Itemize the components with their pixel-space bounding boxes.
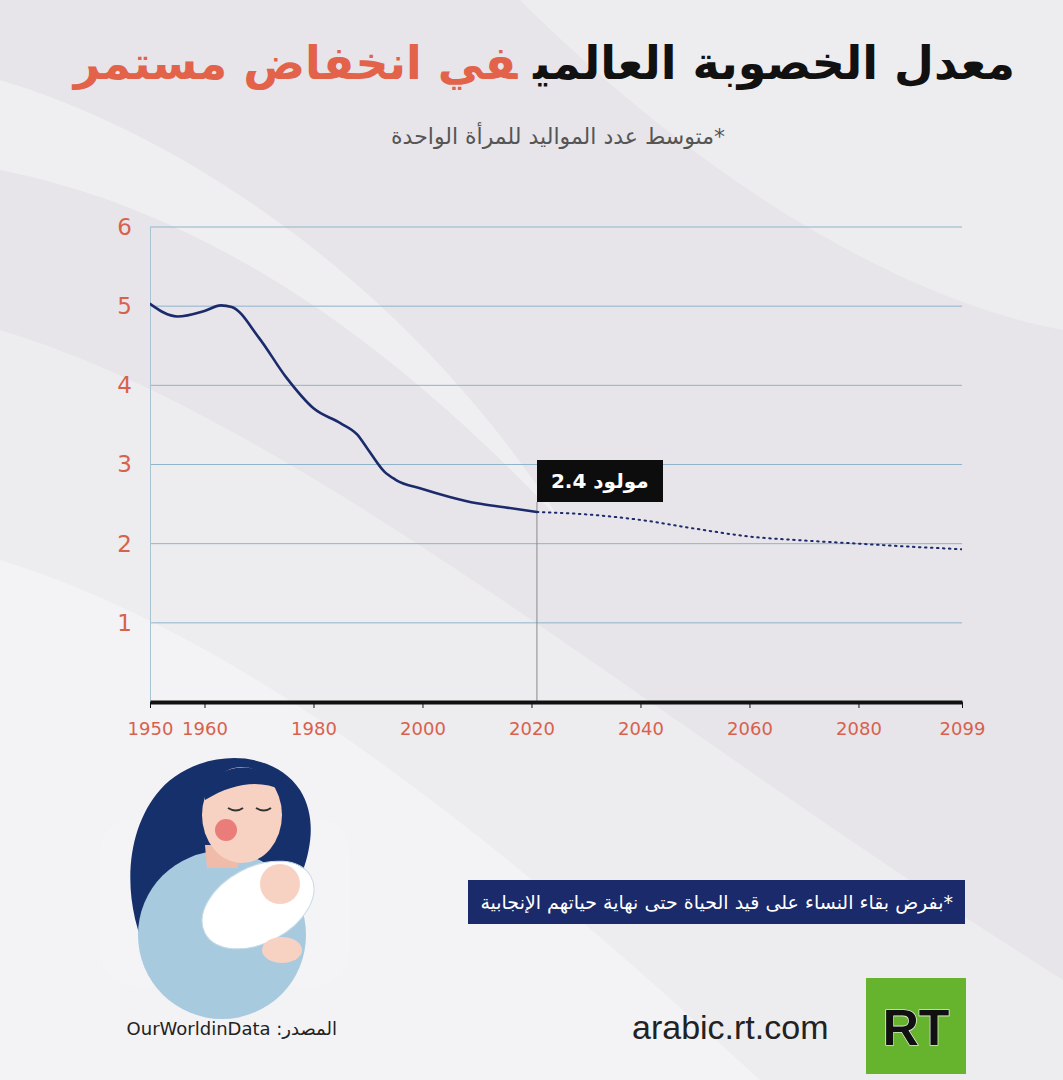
annotation-line — [536, 502, 537, 702]
x-tick: 1950 — [128, 702, 174, 739]
grid-line — [150, 227, 962, 228]
subtitle: *متوسط عدد المواليد للمرأة الواحدة — [391, 124, 725, 149]
grid-line — [150, 543, 962, 544]
annotation-label: 2.4 مولود — [537, 460, 663, 502]
grid — [150, 227, 962, 623]
y-tick: 2 — [117, 531, 150, 557]
grid-line — [150, 622, 962, 623]
y-tick-label: 4 — [117, 372, 132, 398]
y-tick: 5 — [117, 293, 150, 319]
website: arabic.rt.com — [632, 1008, 829, 1047]
x-tick-mark — [422, 702, 423, 708]
x-tick-label: 1960 — [182, 718, 228, 739]
x-tick-label: 2099 — [940, 718, 986, 739]
plot-area — [150, 304, 962, 549]
x-tick-label: 1950 — [128, 718, 174, 739]
logo-box — [866, 978, 966, 1074]
title-part: معدل الخصوبة العالمي — [533, 36, 1015, 90]
illustration-eyes — [228, 808, 271, 811]
illustration — [100, 758, 350, 1019]
grid-line — [150, 306, 962, 307]
x-tick-label: 2040 — [618, 718, 664, 739]
background-swoosh — [0, 330, 1063, 1080]
y-axis-line — [150, 228, 151, 703]
x-tick: 1960 — [182, 702, 228, 739]
x-tick-label: 2020 — [509, 718, 555, 739]
y-tick-label: 3 — [117, 451, 132, 477]
background-swoosh — [520, 0, 1063, 330]
x-tick: 1980 — [291, 702, 337, 739]
background-swoosh — [0, 560, 760, 1080]
note: *بفرض بقاء النساء على قيد الحياة حتى نها… — [468, 880, 965, 924]
background — [0, 0, 1063, 1080]
x-tick-label: 2060 — [727, 718, 773, 739]
y-tick: 1 — [117, 610, 150, 636]
x-tick-mark — [749, 702, 750, 708]
x-tick-mark — [640, 702, 641, 708]
x-tick: 2000 — [400, 702, 446, 739]
series-line — [537, 512, 962, 549]
x-tick: 2060 — [727, 702, 773, 739]
x-tick-mark — [858, 702, 859, 708]
illustration-face — [202, 767, 282, 863]
y-tick: 3 — [117, 451, 150, 477]
illustration-hand — [262, 937, 302, 963]
page: 1 2 3 4 5 6 1950 1960 1980 2000 2020 2040 2060 2080 20… — [0, 0, 1063, 1080]
logo: RT — [866, 978, 966, 1074]
x-tick: 2040 — [618, 702, 664, 739]
illustration-fringe — [205, 768, 282, 801]
y-tick: 6 — [117, 214, 150, 240]
x-tick: 2099 — [940, 702, 986, 739]
y-tick-label: 2 — [117, 531, 132, 557]
x-tick: 2080 — [836, 702, 882, 739]
source: المصدر: OurWorldinData — [127, 1018, 337, 1039]
title-part: في انخفاض مستمر — [74, 36, 518, 90]
illustration-cheek — [215, 819, 237, 841]
x-tick-mark — [150, 702, 151, 708]
title: معدل الخصوبة العالمي في انخفاض مستمر — [74, 36, 1015, 90]
background-fill — [0, 0, 1063, 1080]
x-tick-label: 1980 — [291, 718, 337, 739]
y-axis: 1 2 3 4 5 6 — [117, 214, 150, 703]
x-tick-mark — [204, 702, 205, 708]
x-axis: 1950 1960 1980 2000 2020 2040 2060 2080 2099 — [128, 702, 986, 739]
series-line — [150, 304, 537, 512]
x-axis-line — [151, 701, 963, 705]
x-tick-label: 2080 — [836, 718, 882, 739]
logo-text: RT — [883, 1000, 950, 1056]
y-tick: 4 — [117, 372, 150, 398]
x-tick-mark — [962, 702, 963, 708]
y-tick-label: 5 — [117, 293, 132, 319]
x-tick-label: 2000 — [400, 718, 446, 739]
grid-line — [150, 385, 962, 386]
x-tick-mark — [313, 702, 314, 708]
x-tick-mark — [531, 702, 532, 708]
illustration-blanket — [187, 843, 329, 966]
illustration-baby — [260, 864, 300, 904]
y-tick-label: 1 — [117, 610, 132, 636]
y-tick-label: 6 — [117, 214, 132, 240]
x-tick: 2020 — [509, 702, 555, 739]
